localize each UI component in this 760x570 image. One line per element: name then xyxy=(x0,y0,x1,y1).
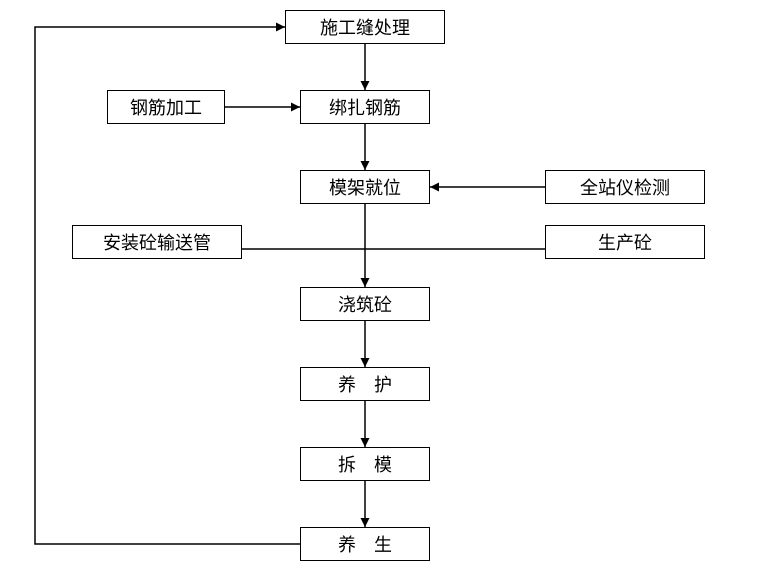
flow-node-n8: 浇筑砼 xyxy=(300,287,430,321)
flow-node-n9: 养 护 xyxy=(300,367,430,401)
flow-node-n4: 模架就位 xyxy=(300,170,430,204)
flow-node-n11: 养 生 xyxy=(300,527,430,561)
flow-node-n2: 钢筋加工 xyxy=(107,90,225,124)
flow-edges xyxy=(0,0,760,570)
flow-node-n3: 绑扎钢筋 xyxy=(300,90,430,124)
flow-node-n6: 安装砼输送管 xyxy=(72,225,242,259)
flow-node-n7: 生产砼 xyxy=(545,225,705,259)
flow-node-n1: 施工缝处理 xyxy=(285,10,445,44)
flow-node-n5: 全站仪检测 xyxy=(545,170,705,204)
flow-node-n10: 拆 模 xyxy=(300,447,430,481)
